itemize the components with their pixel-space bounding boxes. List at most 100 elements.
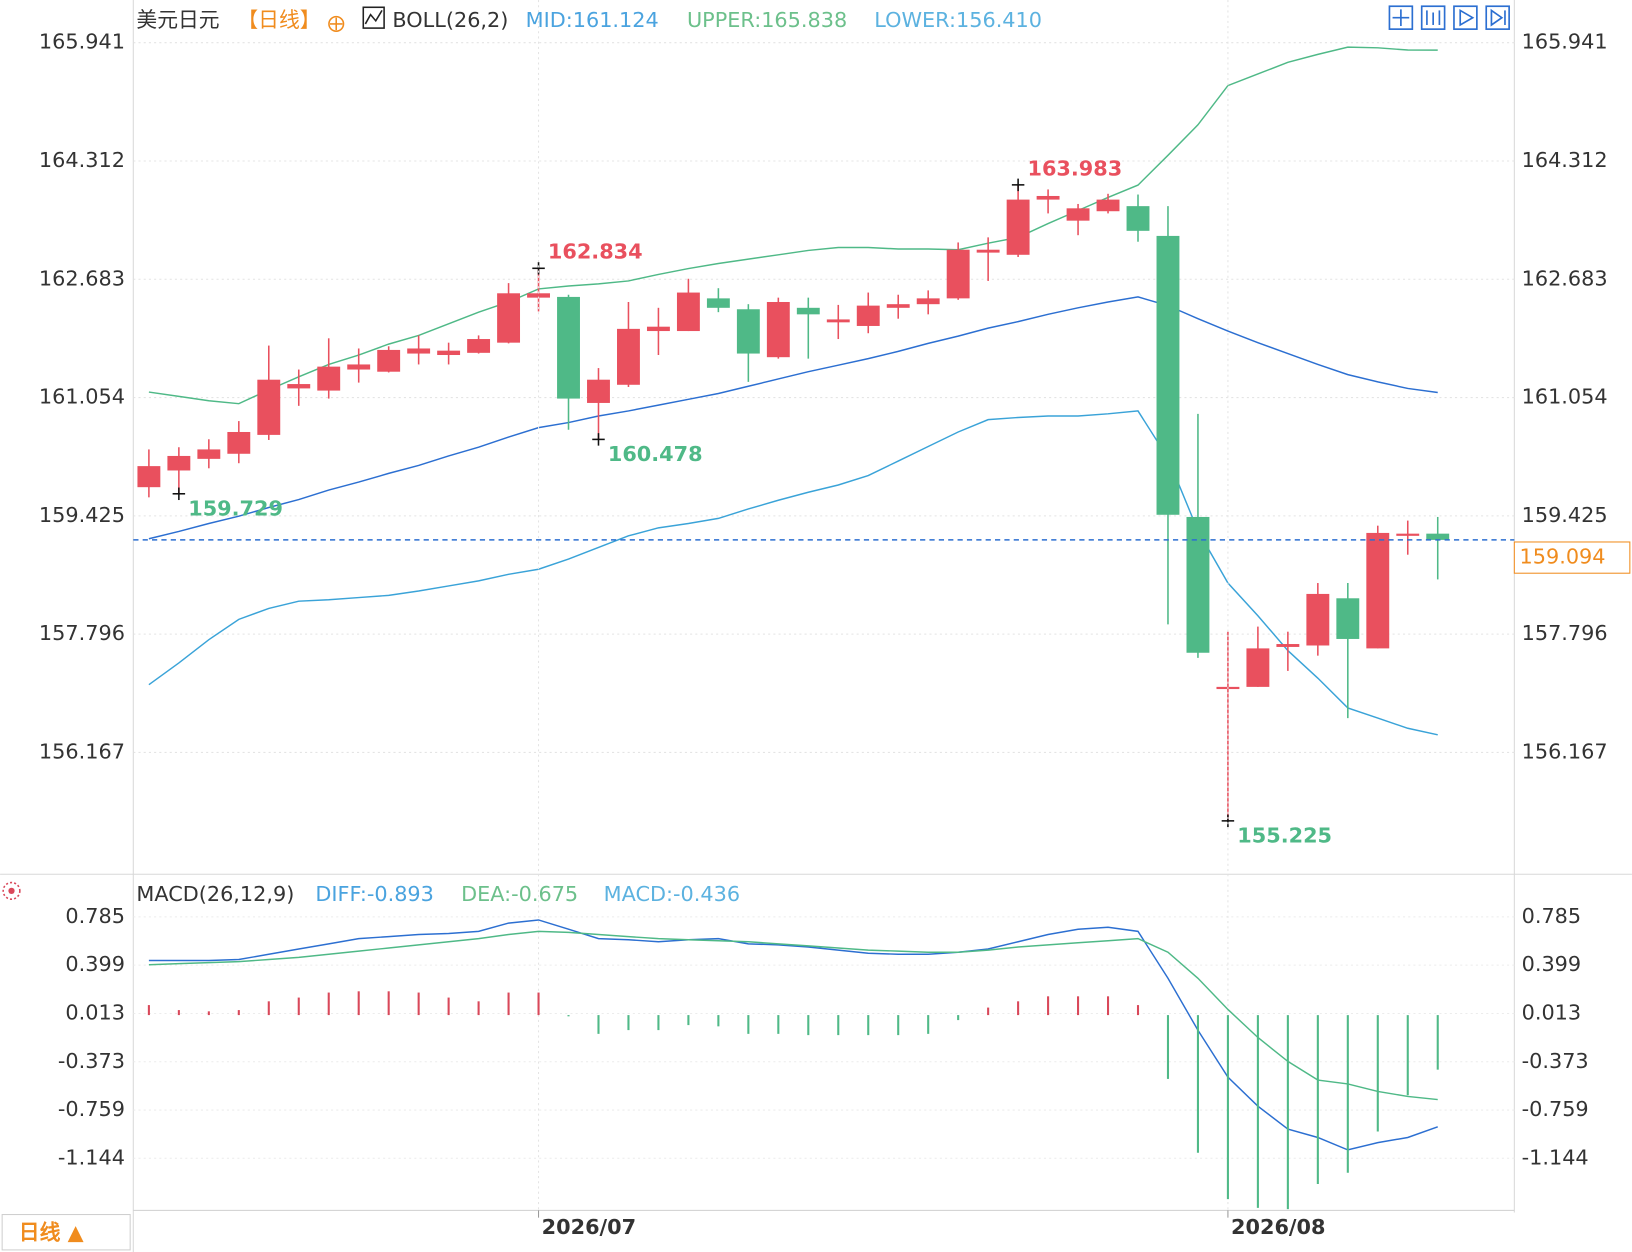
period-label[interactable]: 【日线】	[237, 8, 320, 32]
y-tick-label: 157.796	[39, 621, 125, 645]
period-switch[interactable]	[1, 1214, 131, 1251]
macd-line	[148, 919, 1438, 1151]
toolbar	[1388, 5, 1510, 30]
candle-body	[137, 466, 161, 488]
candle-body	[407, 348, 431, 354]
extreme-label: 162.834	[548, 240, 643, 264]
toolbar-button[interactable]	[1388, 5, 1414, 30]
candle-body	[1426, 533, 1450, 540]
y-tick-label: 156.167	[39, 739, 125, 763]
candle-body	[1096, 199, 1120, 212]
y-tick-label: -0.759	[58, 1097, 125, 1121]
candle-body	[736, 309, 760, 354]
extreme-label: 160.478	[608, 442, 703, 466]
y-tick-label-right: -1.144	[1522, 1145, 1589, 1169]
candle-body	[197, 449, 221, 459]
candle-body	[1336, 598, 1360, 639]
toolbar-button[interactable]	[1420, 5, 1446, 30]
y-tick-label: -1.144	[58, 1145, 125, 1169]
y-tick-label-right: 162.683	[1522, 266, 1608, 290]
y-tick-label-right: 165.941	[1522, 30, 1608, 54]
candle-body	[676, 292, 700, 332]
y-tick-label: 0.399	[65, 952, 125, 976]
legend-label: DEA:-0.675	[461, 882, 578, 906]
y-tick-label-right: 164.312	[1522, 148, 1608, 172]
candle-body	[856, 305, 880, 326]
candle-body	[377, 349, 401, 372]
candle-body	[587, 379, 610, 403]
candle-body	[916, 298, 940, 305]
indicator-icon[interactable]	[362, 6, 385, 29]
indicator-label[interactable]: BOLL(26,2)	[392, 8, 508, 32]
candle-body	[467, 339, 491, 353]
last-price-label: 159.094	[1520, 545, 1606, 569]
candle-body	[1186, 516, 1210, 653]
add-indicator-icon[interactable]	[328, 15, 345, 33]
candle-body	[167, 455, 191, 471]
candle-body	[497, 293, 521, 343]
layers: 165.941 165.941 164.312 164.312 162.683 162.6…	[39, 0, 1631, 1239]
x-tick-label: 2026/07	[542, 1215, 636, 1239]
y-tick-label-right: 159.425	[1522, 503, 1608, 527]
boll-line	[148, 296, 1438, 540]
y-tick-label-right: 0.785	[1522, 904, 1582, 928]
macd-line	[148, 930, 1438, 1101]
y-tick-label: 0.785	[65, 904, 125, 928]
y-tick-label-right: 161.054	[1522, 385, 1608, 409]
candle-body	[1156, 235, 1180, 515]
y-tick-label: 162.683	[39, 266, 125, 290]
y-tick-label: 161.054	[39, 385, 125, 409]
y-tick-label: 159.425	[39, 503, 125, 527]
period-switch-label[interactable]: 日线 ▲	[19, 1220, 84, 1244]
boll-line	[148, 46, 1438, 405]
candle-body	[1306, 593, 1330, 646]
y-tick-label: 164.312	[39, 148, 125, 172]
candle-body	[1066, 208, 1090, 221]
candle-body	[886, 304, 910, 308]
candle-body	[1366, 532, 1390, 649]
legend-label: MACD:-0.436	[604, 882, 740, 906]
y-tick-label: 165.941	[39, 30, 125, 54]
candle-body	[437, 350, 461, 356]
legend-label: LOWER:156.410	[874, 8, 1042, 32]
candle-body	[1126, 206, 1150, 231]
candle-body	[1276, 644, 1300, 647]
candle-body	[227, 431, 251, 454]
last-price-box	[1513, 541, 1631, 574]
candle-body	[1396, 533, 1420, 536]
chart-title: 美元日元	[136, 8, 219, 32]
boll-line	[148, 410, 1438, 736]
y-tick-label-right: 156.167	[1522, 739, 1608, 763]
candle-body	[347, 364, 371, 370]
candle-body	[976, 249, 1000, 253]
y-tick-label-right: -0.373	[1522, 1049, 1589, 1073]
y-tick-label-right: 0.013	[1522, 1000, 1582, 1024]
toolbar-button[interactable]	[1485, 5, 1510, 30]
x-tick-label: 2026/08	[1231, 1215, 1325, 1239]
candle-body	[646, 326, 670, 332]
candle-body	[317, 366, 341, 391]
legend-label: MID:161.124	[526, 8, 659, 32]
legend-label: DIFF:-0.893	[315, 882, 434, 906]
candle-body	[826, 319, 850, 323]
candle-body	[257, 379, 281, 435]
candle-body	[1246, 648, 1270, 687]
candle-body	[706, 298, 730, 308]
macd-title: MACD(26,12,9)	[136, 882, 294, 906]
candle-body	[287, 384, 311, 389]
y-tick-label-right: -0.759	[1522, 1097, 1589, 1121]
candle-body	[527, 293, 550, 298]
legend-label: UPPER:165.838	[687, 8, 847, 32]
y-tick-label: 0.013	[65, 1000, 125, 1024]
macd-icon[interactable]	[2, 881, 21, 900]
y-tick-label: -0.373	[58, 1049, 125, 1073]
candle-body	[946, 249, 970, 299]
candle-body	[766, 301, 790, 358]
candle-body	[796, 307, 820, 315]
toolbar-button[interactable]	[1453, 5, 1478, 30]
extreme-label: 155.225	[1237, 823, 1332, 847]
y-tick-label-right: 0.399	[1522, 952, 1582, 976]
candle-body	[557, 296, 580, 399]
